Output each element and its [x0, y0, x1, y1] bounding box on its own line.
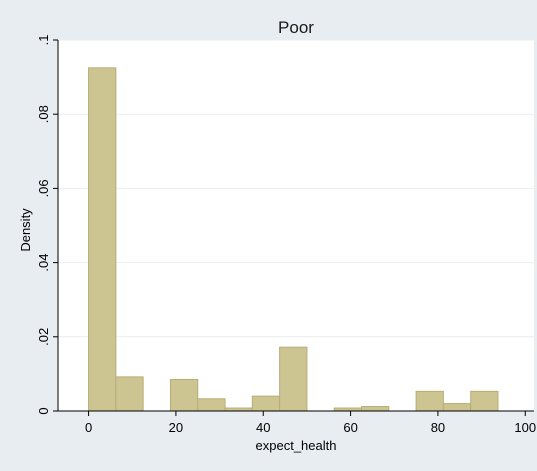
y-axis-ticks: 0 .02 .04 .06 .08 .1	[36, 35, 58, 415]
y-tick-label: .04	[36, 254, 51, 272]
title-band	[58, 14, 534, 40]
x-tick-label: 20	[169, 420, 183, 435]
y-tick-label: .08	[36, 105, 51, 123]
histogram-bar	[442, 403, 472, 412]
histogram-bar	[470, 390, 499, 412]
x-tick-label: 100	[514, 420, 536, 435]
x-tick-label: 60	[343, 420, 357, 435]
histogram-bar	[169, 378, 199, 412]
histogram-bar	[251, 395, 281, 412]
x-axis-title: expect_health	[256, 438, 337, 453]
x-tick-label: 0	[85, 420, 92, 435]
x-tick-label: 40	[256, 420, 270, 435]
histogram-bar	[115, 376, 144, 412]
y-axis-title: Density	[18, 208, 33, 252]
histogram-bar	[279, 346, 308, 412]
x-axis-ticks: 0 20 40 60 80 100	[85, 411, 536, 435]
histogram-bar	[197, 398, 226, 412]
histogram-bar	[88, 67, 117, 412]
y-tick-label: .1	[36, 35, 51, 46]
y-tick-label: .02	[36, 328, 51, 346]
gridlines	[58, 39, 534, 338]
chart-title: Poor	[278, 18, 314, 37]
x-tick-label: 80	[431, 420, 445, 435]
histogram-bar	[415, 390, 444, 412]
y-tick-label: 0	[36, 407, 51, 414]
y-tick-label: .06	[36, 179, 51, 197]
histogram-bar	[361, 406, 390, 412]
